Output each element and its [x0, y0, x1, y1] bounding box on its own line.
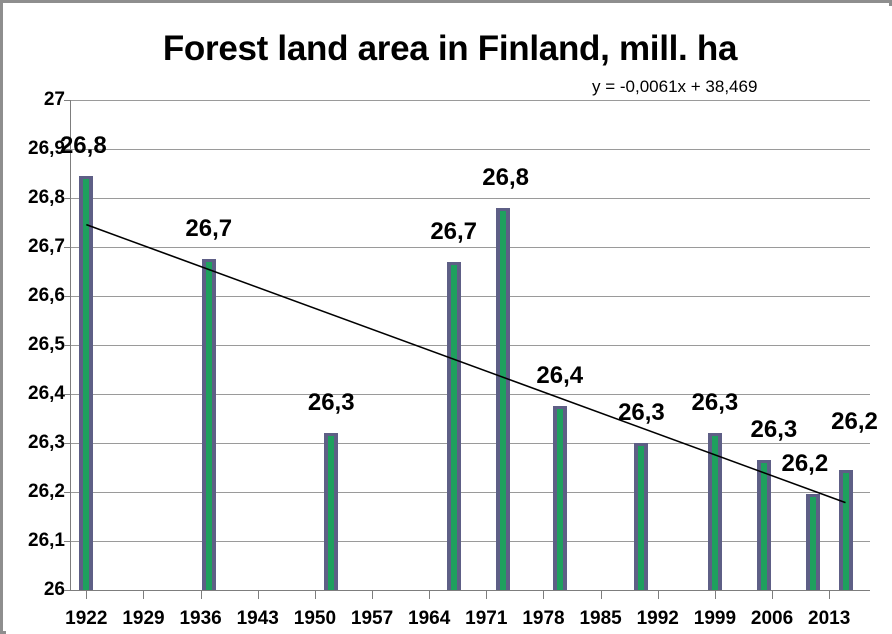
y-axis-labels: 27 26,9 26,8 26,7 26,6 26,5 26,4 26,3 26,2 26,1 26	[7, 90, 65, 599]
x-axis-tick	[543, 591, 545, 599]
y-axis-tick	[64, 590, 70, 591]
trendline-equation: y = -0,0061x + 38,469	[592, 77, 758, 96]
x-axis-tick	[429, 591, 431, 599]
bar-value-label: 26,8	[482, 163, 529, 191]
y-axis-tick	[64, 247, 70, 248]
bar[interactable]	[201, 259, 216, 590]
x-axis-tick-label: 1957	[350, 608, 394, 629]
x-axis-tick	[200, 591, 202, 599]
y-axis-tick	[64, 100, 70, 101]
bar-value-label: 26,4	[536, 362, 584, 390]
x-axis-tick	[714, 591, 716, 599]
x-axis-tick	[657, 591, 659, 599]
y-axis-tick-label: 26,3	[28, 432, 65, 453]
x-axis-tick-label: 1985	[579, 608, 622, 629]
x-axis-tick-label: 1992	[636, 608, 679, 629]
x-axis-tick-label: 1950	[293, 608, 337, 629]
x-axis-tick	[372, 591, 374, 599]
bar[interactable]	[495, 207, 510, 590]
plot-area: 26,8 26,7 26,3 26,7 26,8 26,4 26,3 26,3 26,3 26,2…	[60, 100, 878, 599]
y-axis-tick	[64, 541, 70, 542]
y-axis-tick-label: 26,4	[28, 383, 65, 404]
x-axis-tick-label: 1929	[122, 608, 165, 629]
x-axis-tick	[829, 591, 831, 599]
bar[interactable]	[634, 443, 649, 590]
y-axis-tick-label: 26	[43, 579, 65, 600]
y-axis-tick-label: 26,8	[28, 187, 65, 208]
y-axis-tick	[64, 492, 70, 493]
x-axis-tick	[314, 591, 316, 599]
x-axis-tick-label: 2013	[808, 608, 851, 629]
bar-value-label: 26,3	[750, 416, 798, 444]
page-title: Forest land area in Finland, mill. ha	[162, 29, 738, 68]
x-axis-tick	[143, 591, 145, 599]
gridline	[70, 247, 870, 248]
gridline	[70, 345, 870, 346]
gridline	[70, 100, 870, 101]
y-axis-tick-label: 26,6	[28, 285, 65, 306]
x-axis-tick-label: 1936	[179, 608, 222, 629]
x-axis-line	[70, 590, 870, 591]
bar-value-label: 26,3	[618, 399, 665, 426]
y-axis-tick	[64, 296, 70, 297]
x-axis-tick-label: 2006	[750, 608, 794, 629]
bar[interactable]	[79, 175, 94, 590]
bar-value-label: 26,2	[831, 407, 878, 435]
bar-value-label: 26,3	[691, 389, 739, 417]
bar[interactable]	[838, 469, 853, 590]
bar[interactable]	[324, 433, 339, 590]
y-axis-tick	[64, 394, 70, 395]
y-axis-tick	[64, 443, 70, 444]
bar-value-label: 26,3	[307, 389, 355, 417]
x-axis-tick	[600, 591, 602, 599]
x-axis-tick	[486, 591, 488, 599]
y-axis-line	[70, 100, 71, 590]
bar-value-label: 26,7	[430, 217, 478, 245]
chart-plot-container: Forest land area in Finland, mill. ha 27…	[6, 6, 892, 634]
x-axis-tick-label: 1971	[465, 608, 508, 629]
gridline	[70, 541, 870, 542]
gridline	[70, 492, 870, 493]
bar-value-label: 26,2	[781, 450, 829, 478]
bar[interactable]	[707, 433, 722, 590]
bar[interactable]	[805, 494, 820, 590]
trendline-segment	[86, 223, 846, 504]
gridline	[70, 296, 870, 297]
x-axis-tick-label: 1922	[65, 608, 108, 629]
x-axis-tick-label: 1978	[522, 608, 565, 629]
gridline	[70, 394, 870, 395]
y-axis-tick	[64, 198, 70, 199]
x-axis-tick-label: 1999	[693, 608, 737, 629]
y-axis-tick-label: 26,1	[28, 530, 65, 551]
gridline	[70, 443, 870, 444]
bar-value-label: 26,8	[59, 131, 107, 159]
x-axis-tick-label: 1943	[236, 608, 279, 629]
y-axis-tick-label: 26,9	[28, 138, 65, 159]
bar[interactable]	[756, 460, 771, 590]
x-axis-tick-label: 1964	[408, 608, 451, 629]
y-axis-tick-label: 27	[43, 89, 65, 110]
x-axis-tick	[86, 591, 88, 599]
y-axis-tick-label: 26,7	[28, 236, 65, 257]
bar-value-label: 26,7	[185, 215, 233, 243]
x-axis-tick	[257, 591, 259, 599]
gridline	[70, 198, 870, 199]
gridline	[70, 149, 870, 150]
bar[interactable]	[552, 406, 567, 590]
y-axis-tick	[64, 345, 70, 346]
y-axis-tick-label: 26,2	[28, 481, 65, 502]
x-axis-tick	[772, 591, 774, 599]
y-axis-tick-label: 26,5	[28, 334, 65, 355]
bar[interactable]	[446, 261, 461, 590]
y-axis-tick	[64, 149, 70, 150]
